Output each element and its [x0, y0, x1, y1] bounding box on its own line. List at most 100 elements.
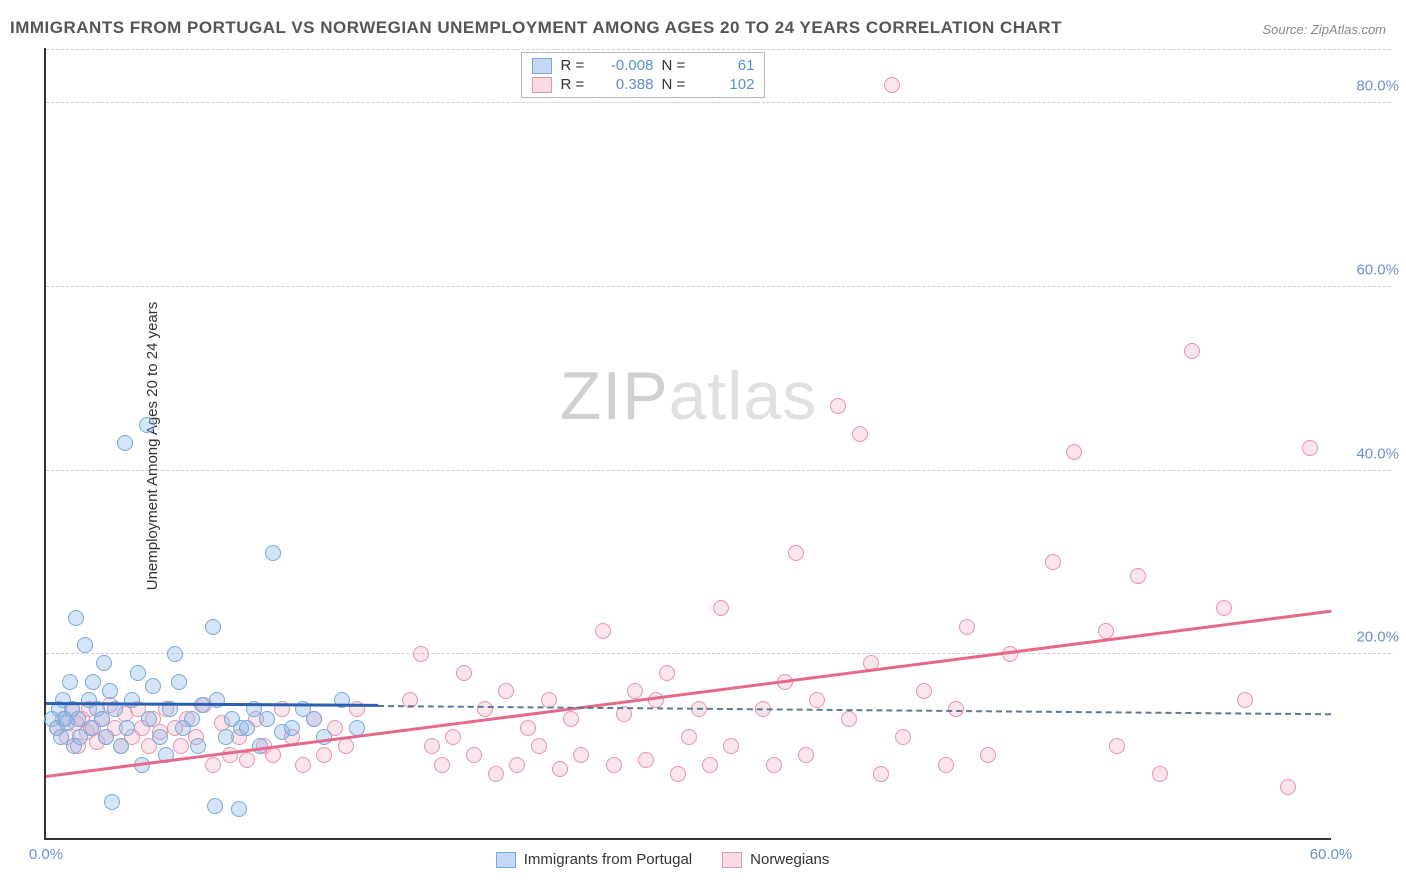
scatter-point — [434, 757, 450, 773]
scatter-point — [509, 757, 525, 773]
scatter-point — [424, 738, 440, 754]
scatter-point — [841, 711, 857, 727]
scatter-point — [284, 720, 300, 736]
scatter-point — [265, 545, 281, 561]
x-tick-label: 0.0% — [29, 846, 63, 863]
r-value-pink: 0.388 — [598, 76, 653, 93]
scatter-point — [141, 711, 157, 727]
scatter-point — [173, 738, 189, 754]
scatter-point — [124, 692, 140, 708]
scatter-point — [445, 729, 461, 745]
scatter-point — [766, 757, 782, 773]
scatter-point — [980, 747, 996, 763]
scatter-point — [552, 761, 568, 777]
scatter-point — [316, 747, 332, 763]
scatter-point — [659, 665, 675, 681]
y-tick-label: 40.0% — [1356, 445, 1399, 462]
r-label: R = — [560, 76, 590, 93]
scatter-point — [265, 747, 281, 763]
scatter-point — [1280, 779, 1296, 795]
scatter-point — [259, 711, 275, 727]
scatter-point — [798, 747, 814, 763]
scatter-point — [595, 623, 611, 639]
scatter-point — [670, 766, 686, 782]
scatter-point — [477, 701, 493, 717]
scatter-point — [205, 619, 221, 635]
scatter-point — [1216, 600, 1232, 616]
bottom-legend: Immigrants from Portugal Norwegians — [496, 851, 830, 868]
scatter-point — [627, 683, 643, 699]
scatter-point — [98, 729, 114, 745]
scatter-point — [606, 757, 622, 773]
legend-item-blue: Immigrants from Portugal — [496, 851, 692, 868]
scatter-point — [916, 683, 932, 699]
scatter-point — [1045, 554, 1061, 570]
scatter-point — [895, 729, 911, 745]
scatter-point — [713, 600, 729, 616]
scatter-point — [520, 720, 536, 736]
scatter-point — [85, 674, 101, 690]
legend-label-blue: Immigrants from Portugal — [524, 851, 692, 868]
scatter-point — [104, 794, 120, 810]
n-value-pink: 102 — [699, 76, 754, 93]
gridline — [46, 470, 1391, 471]
scatter-point — [1152, 766, 1168, 782]
gridline — [46, 286, 1391, 287]
scatter-point — [239, 752, 255, 768]
gridline — [46, 653, 1391, 654]
scatter-point — [68, 610, 84, 626]
chart-plot-area: ZIPatlas R = -0.008 N = 61 R = 0.388 N =… — [44, 48, 1331, 840]
scatter-point — [723, 738, 739, 754]
legend-label-pink: Norwegians — [750, 851, 829, 868]
x-tick-label: 60.0% — [1310, 846, 1353, 863]
scatter-point — [295, 757, 311, 773]
scatter-point — [62, 674, 78, 690]
y-tick-label: 80.0% — [1356, 78, 1399, 95]
scatter-point — [113, 738, 129, 754]
scatter-point — [456, 665, 472, 681]
scatter-point — [96, 655, 112, 671]
swatch-pink-icon — [722, 852, 742, 868]
scatter-point — [102, 683, 118, 699]
scatter-point — [139, 417, 155, 433]
scatter-point — [167, 646, 183, 662]
scatter-point — [239, 720, 255, 736]
scatter-point — [852, 426, 868, 442]
n-label: N = — [661, 76, 691, 93]
scatter-point — [531, 738, 547, 754]
scatter-point — [959, 619, 975, 635]
source-text: Source: ZipAtlas.com — [1262, 22, 1386, 37]
scatter-point — [498, 683, 514, 699]
scatter-point — [1066, 444, 1082, 460]
legend-item-pink: Norwegians — [722, 851, 829, 868]
scatter-point — [338, 738, 354, 754]
scatter-point — [152, 729, 168, 745]
scatter-point — [184, 711, 200, 727]
scatter-point — [145, 678, 161, 694]
stats-row-pink: R = 0.388 N = 102 — [532, 75, 754, 94]
scatter-point — [190, 738, 206, 754]
scatter-point — [1302, 440, 1318, 456]
scatter-point — [117, 435, 133, 451]
scatter-point — [1130, 568, 1146, 584]
scatter-point — [702, 757, 718, 773]
scatter-point — [830, 398, 846, 414]
scatter-point — [119, 720, 135, 736]
scatter-point — [681, 729, 697, 745]
scatter-point — [1184, 343, 1200, 359]
scatter-point — [231, 801, 247, 817]
scatter-point — [77, 637, 93, 653]
scatter-point — [809, 692, 825, 708]
scatter-point — [218, 729, 234, 745]
watermark: ZIPatlas — [560, 357, 817, 435]
scatter-point — [306, 711, 322, 727]
r-value-blue: -0.008 — [598, 57, 653, 74]
r-label: R = — [560, 57, 590, 74]
scatter-point — [1237, 692, 1253, 708]
gridline — [46, 102, 1391, 103]
trend-line — [46, 610, 1331, 778]
y-tick-label: 60.0% — [1356, 261, 1399, 278]
watermark-atlas: atlas — [669, 358, 818, 434]
stats-row-blue: R = -0.008 N = 61 — [532, 56, 754, 75]
scatter-point — [488, 766, 504, 782]
